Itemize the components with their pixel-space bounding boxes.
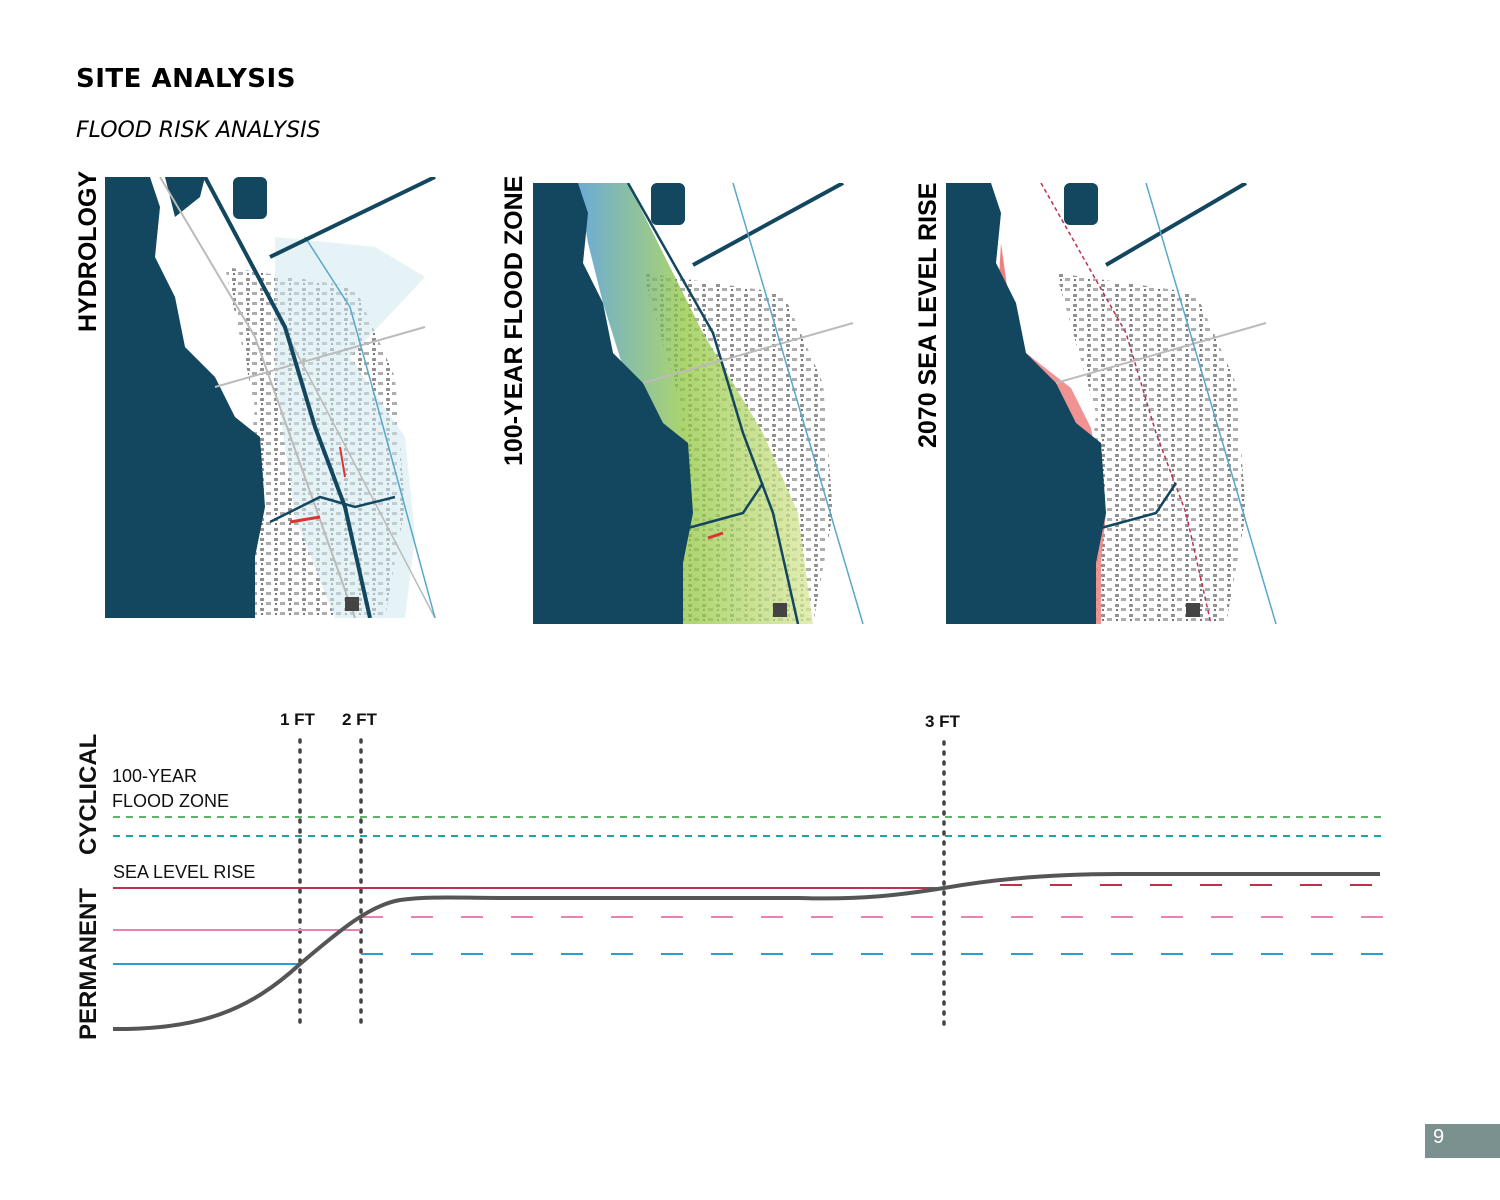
sea-level-rise-map — [946, 183, 1313, 624]
flood-zone-map — [533, 183, 900, 624]
map-label-sea-level-rise: 2070 SEA LEVEL RISE — [914, 182, 942, 448]
marker-label-2ft: 2 FT — [342, 710, 378, 729]
page-number: 9 — [1425, 1124, 1500, 1158]
page-title: SITE ANALYSIS — [76, 64, 296, 94]
cyclical-label: CYCLICAL — [75, 734, 102, 855]
page-subtitle: FLOOD RISK ANALYSIS — [76, 118, 321, 143]
hydrology-map — [105, 177, 472, 618]
sea-level-rise-curve — [112, 872, 1380, 1032]
map-label-hydrology: HYDROLOGY — [74, 170, 102, 332]
flood-zone-label-line1: 100-YEAR — [112, 766, 197, 786]
flood-zone-label-line2: FLOOD ZONE — [112, 791, 229, 811]
map-label-flood-zone: 100-YEAR FLOOD ZONE — [500, 175, 528, 466]
marker-label-3ft: 3 FT — [925, 712, 961, 731]
permanent-label: PERMANENT — [75, 888, 102, 1040]
flood-timeline-diagram: 1 FT 2 FT 3 FT CYCLICAL PERMANENT 100-YE… — [75, 710, 1386, 1040]
marker-label-1ft: 1 FT — [280, 710, 316, 729]
sea-level-rise-label: SEA LEVEL RISE — [113, 862, 255, 882]
